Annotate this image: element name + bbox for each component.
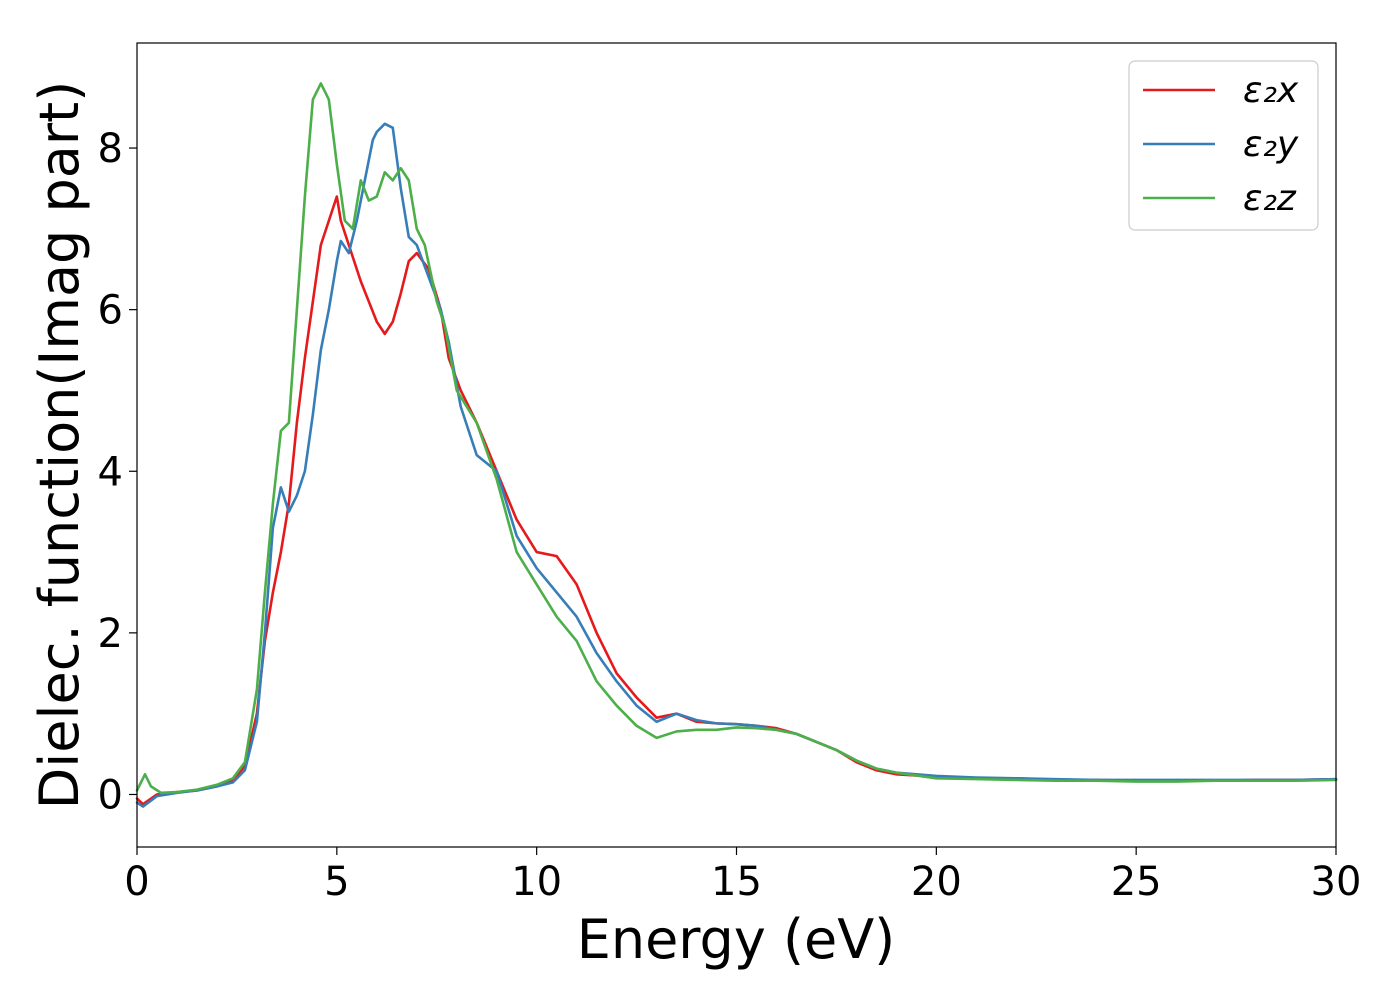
y-tick-label: 4 (98, 449, 123, 495)
legend-label-3: ε₂z (1243, 178, 1297, 219)
x-tick-label: 30 (1311, 859, 1362, 905)
x-axis-title: Energy (eV) (577, 908, 896, 971)
series-line-3 (135, 82, 1338, 795)
y-tick-label: 2 (98, 611, 123, 657)
x-tick-label: 5 (324, 859, 349, 905)
y-axis-title: Dielec. function(Imag part) (28, 81, 91, 810)
x-tick-label: 20 (911, 859, 962, 905)
legend-label-1: ε₂x (1243, 70, 1299, 111)
series-line-1 (135, 195, 1338, 806)
ticks-layer: 0 5 10 15 20 25 30 0 2 4 6 8 (98, 126, 1362, 905)
x-tick-label: 25 (1111, 859, 1162, 905)
x-tick-label: 0 (124, 859, 149, 905)
legend-box (1128, 60, 1319, 231)
legend: ε₂x ε₂y ε₂z (1128, 60, 1319, 231)
y-tick-label: 8 (98, 126, 123, 172)
x-tick-label: 15 (711, 859, 762, 905)
y-tick-label: 6 (98, 288, 123, 334)
y-tick-label: 0 (98, 772, 123, 818)
x-tick-label: 10 (511, 859, 562, 905)
legend-label-2: ε₂y (1243, 124, 1299, 165)
series-layer (135, 82, 1338, 808)
